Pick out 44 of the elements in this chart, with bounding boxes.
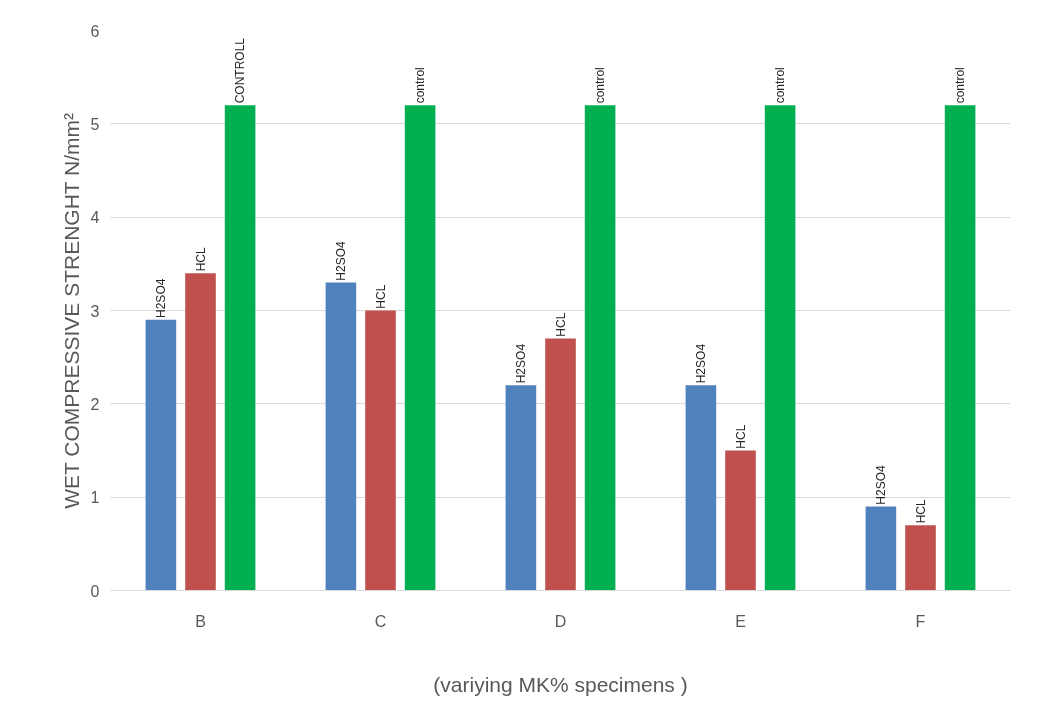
data-label: CONTROLL <box>233 37 248 104</box>
data-label: HCL <box>913 498 928 524</box>
y-tick-label: 1 <box>90 489 100 507</box>
data-label: HCL <box>733 424 748 449</box>
bar <box>685 385 717 591</box>
bar <box>545 338 576 591</box>
x-axis-title: (variying MK% specimens ) <box>433 672 688 696</box>
data-label: H2SO4 <box>693 343 708 384</box>
data-label: H2SO4 <box>333 240 348 281</box>
y-tick-label: 2 <box>90 395 100 413</box>
y-tick-label: 3 <box>90 302 100 320</box>
data-label: HCL <box>553 312 568 337</box>
data-label: H2SO4 <box>873 464 888 505</box>
bar <box>584 105 616 591</box>
bar <box>505 385 537 591</box>
data-label: control <box>953 67 968 104</box>
data-label: H2SO4 <box>153 278 168 318</box>
bar <box>725 450 756 591</box>
y-tick-label: 5 <box>90 115 100 133</box>
x-tick-label: F <box>915 612 926 630</box>
bar <box>404 105 436 591</box>
bar <box>185 273 216 591</box>
bar <box>365 310 396 591</box>
bar <box>944 105 976 591</box>
x-tick-label: B <box>195 612 206 630</box>
data-label: HCL <box>373 284 388 309</box>
data-label: control <box>413 67 428 104</box>
y-tick-label: 4 <box>90 209 100 227</box>
bar <box>325 282 357 591</box>
y-tick-label: 6 <box>90 22 100 40</box>
data-label: H2SO4 <box>513 343 528 384</box>
x-tick-label: D <box>554 612 567 630</box>
y-axis-title: WET COMPRESSIVE STRENGHT N/mm² <box>59 112 83 509</box>
x-tick-label: C <box>374 612 387 630</box>
bar <box>764 105 796 591</box>
bar <box>145 319 177 591</box>
bar <box>865 506 897 591</box>
bar <box>905 525 936 591</box>
data-label: control <box>773 67 788 104</box>
y-tick-label: 0 <box>90 582 100 600</box>
x-tick-label: E <box>735 612 746 630</box>
data-label: control <box>593 67 608 104</box>
bar <box>224 105 256 591</box>
data-label: HCL <box>193 246 208 272</box>
